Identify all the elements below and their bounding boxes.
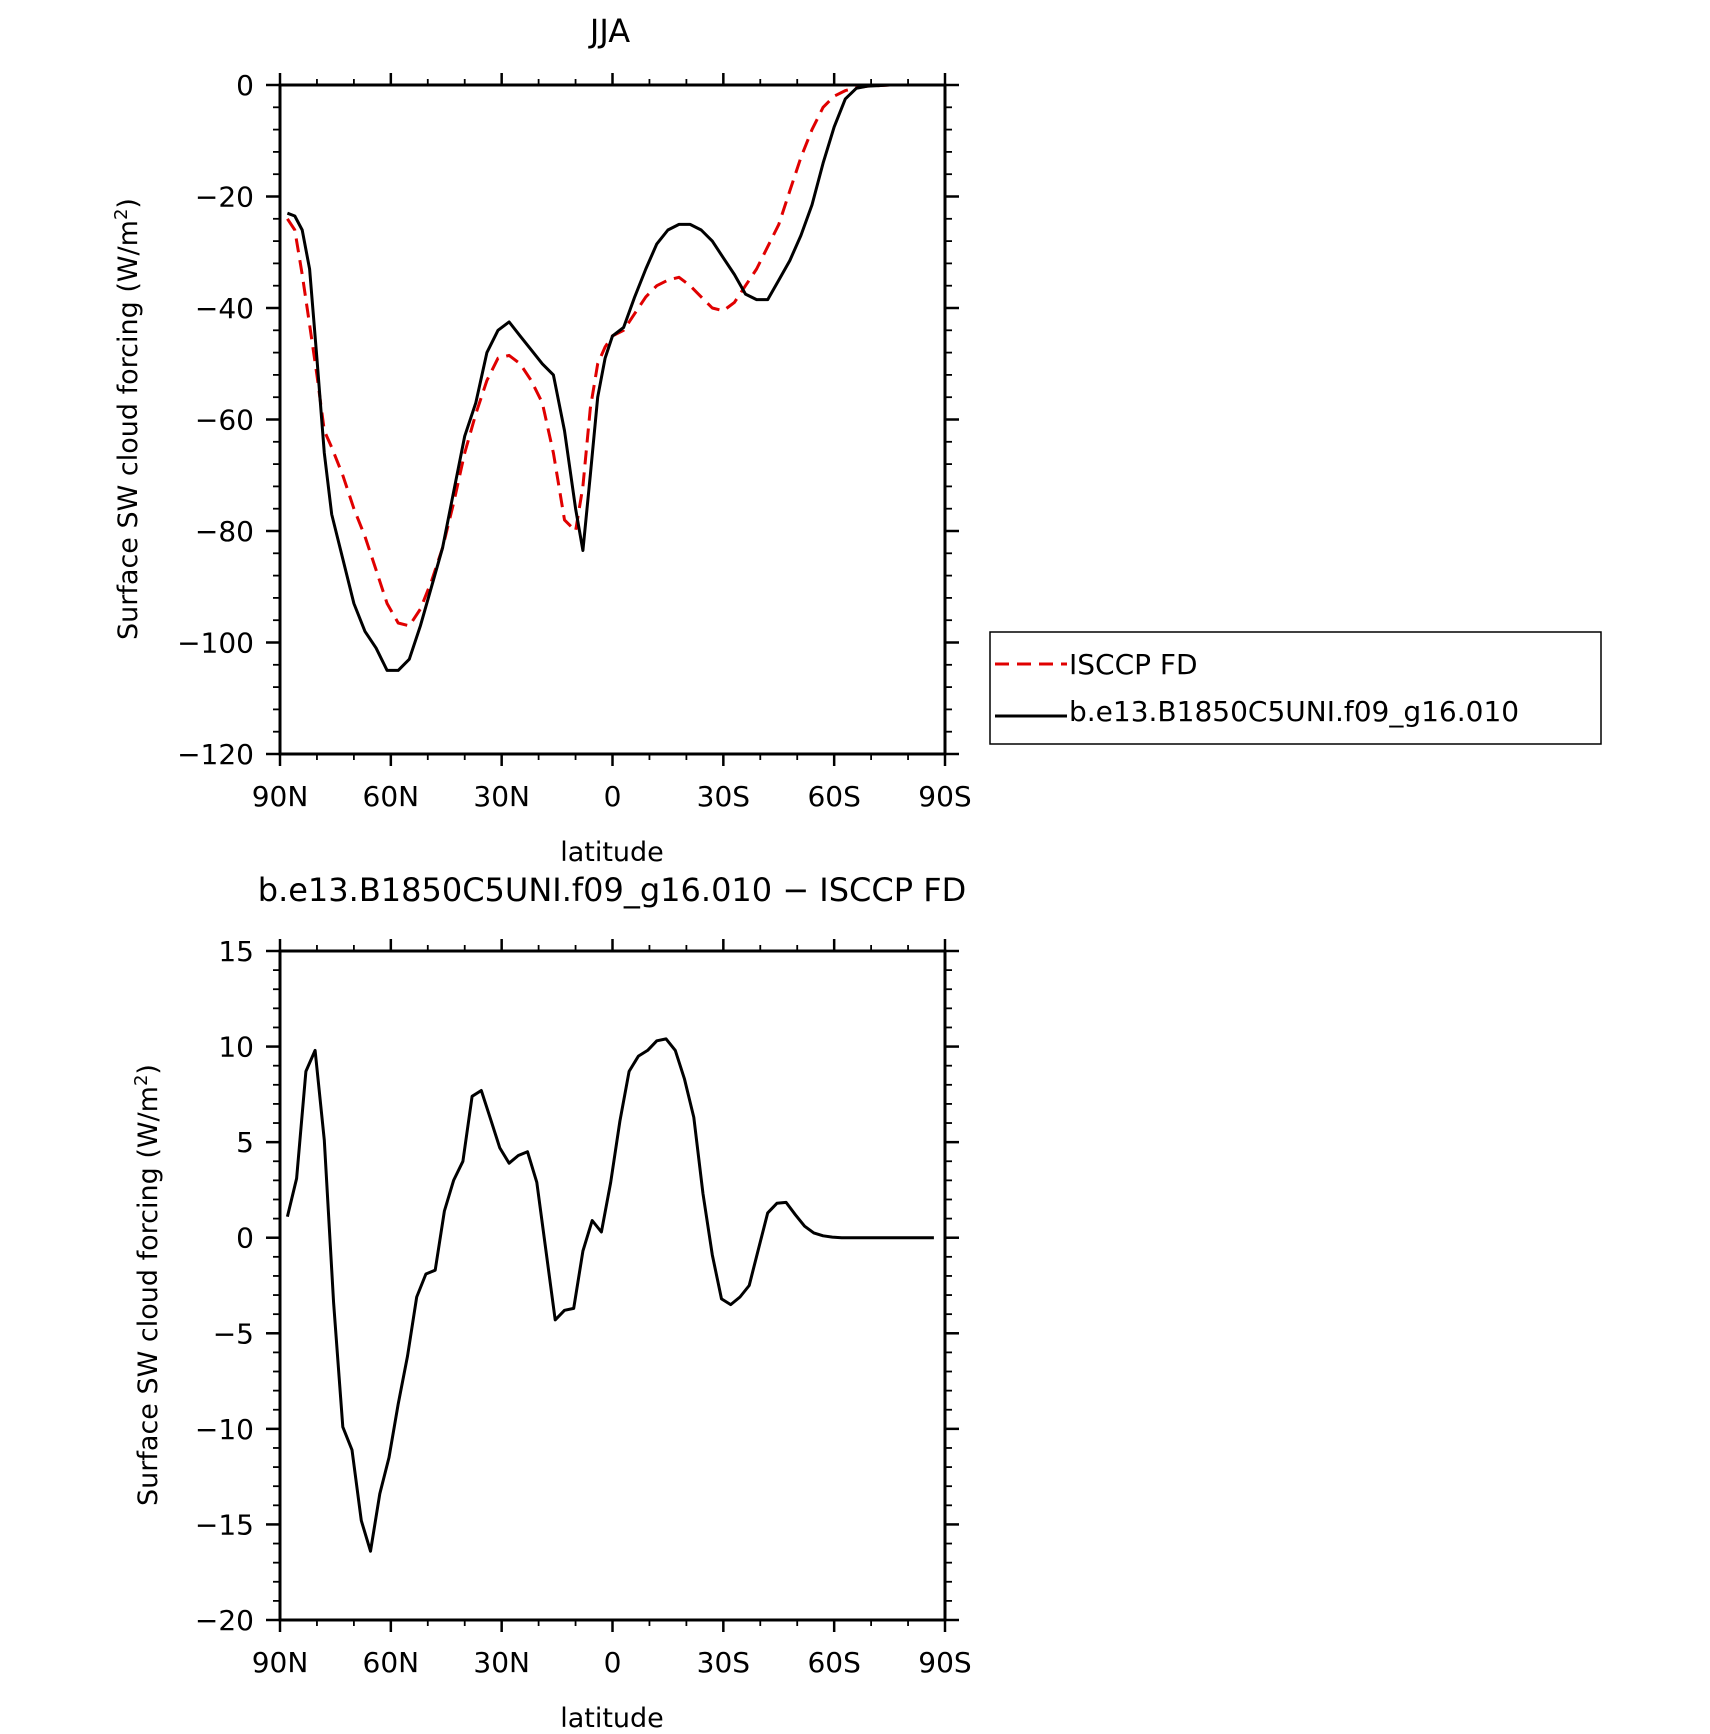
bottom-chart-title: b.e13.B1850C5UNI.f09_g16.010 − ISCCP FD xyxy=(258,871,967,909)
x-tick-label: 90S xyxy=(918,780,971,813)
y-tick-label: 15 xyxy=(218,935,254,968)
x-tick-label: 60N xyxy=(363,1646,420,1679)
top-y-axis-label-close: ) xyxy=(113,198,144,209)
y-tick-label: −40 xyxy=(195,292,254,325)
x-tick-label: 60S xyxy=(807,1646,860,1679)
series-line-isccp-0 xyxy=(286,83,923,628)
bottom-series-group xyxy=(285,1037,934,1553)
x-tick-label: 0 xyxy=(604,780,622,813)
y-tick-label: −60 xyxy=(195,404,254,437)
y-tick-label: 0 xyxy=(236,69,254,102)
bottom-y-axis-label-main: Surface SW cloud forcing (W/m xyxy=(133,1086,164,1506)
bottom-plot-frame xyxy=(278,949,947,1622)
y-tick-label: 5 xyxy=(236,1126,254,1159)
top-ticks-group: 90N 60N 30N 0 30S 60S 90S 0 −20 −40 −60 −80 −100 −120 xyxy=(177,69,972,813)
top-series-group xyxy=(286,83,923,672)
legend-label-isccp: ISCCP FD xyxy=(1069,648,1198,681)
top-panel: JJA 90N 60N 30N 0 30S 60S 90S 0 −20 −40 −60 −80 −100… xyxy=(111,12,1602,868)
series-line-model-0 xyxy=(286,83,923,672)
y-tick-label: −20 xyxy=(195,181,254,214)
top-y-axis-label-sup: 2 xyxy=(111,209,132,220)
x-tick-label: 90N xyxy=(252,1646,309,1679)
y-tick-label: −100 xyxy=(177,627,254,660)
y-tick-label: −120 xyxy=(177,738,254,771)
bottom-y-axis-label: Surface SW cloud forcing (W/m2) xyxy=(131,1064,164,1506)
y-tick-label: 10 xyxy=(218,1031,254,1064)
y-tick-label: −5 xyxy=(213,1317,254,1350)
x-tick-label: 90S xyxy=(918,1646,971,1679)
y-tick-label: −80 xyxy=(195,515,254,548)
top-y-axis-label: Surface SW cloud forcing (W/m2) xyxy=(111,198,144,640)
y-tick-label: −20 xyxy=(195,1604,254,1637)
bottom-y-axis-label-close: ) xyxy=(133,1064,164,1075)
top-chart-title: JJA xyxy=(588,12,630,50)
legend-label-model: b.e13.B1850C5UNI.f09_g16.010 xyxy=(1069,695,1519,728)
top-y-axis-label-main: Surface SW cloud forcing (W/m xyxy=(113,220,144,640)
legend: ISCCP FD b.e13.B1850C5UNI.f09_g16.010 xyxy=(989,631,1602,745)
top-plot-frame xyxy=(278,83,947,756)
series-line-model-1 xyxy=(285,1037,934,1553)
bottom-y-axis-label-sup: 2 xyxy=(131,1075,152,1086)
x-tick-label: 30N xyxy=(473,780,530,813)
x-tick-label: 60N xyxy=(363,780,420,813)
bottom-ticks-group: 90N 60N 30N 0 30S 60S 90S 15 10 5 0 −5 −10 −15 −20 xyxy=(195,935,972,1679)
legend-box xyxy=(989,631,1602,745)
y-tick-label: −15 xyxy=(195,1508,254,1541)
top-x-axis-label: latitude xyxy=(560,837,664,868)
x-tick-label: 0 xyxy=(604,1646,622,1679)
bottom-panel: b.e13.B1850C5UNI.f09_g16.010 − ISCCP FD … xyxy=(131,871,972,1734)
x-tick-label: 30S xyxy=(697,1646,750,1679)
y-tick-label: 0 xyxy=(236,1222,254,1255)
x-tick-label: 30N xyxy=(473,1646,530,1679)
x-tick-label: 30S xyxy=(697,780,750,813)
x-tick-label: 60S xyxy=(807,780,860,813)
y-tick-label: −10 xyxy=(195,1413,254,1446)
bottom-x-axis-label: latitude xyxy=(560,1703,664,1734)
x-tick-label: 90N xyxy=(252,780,309,813)
